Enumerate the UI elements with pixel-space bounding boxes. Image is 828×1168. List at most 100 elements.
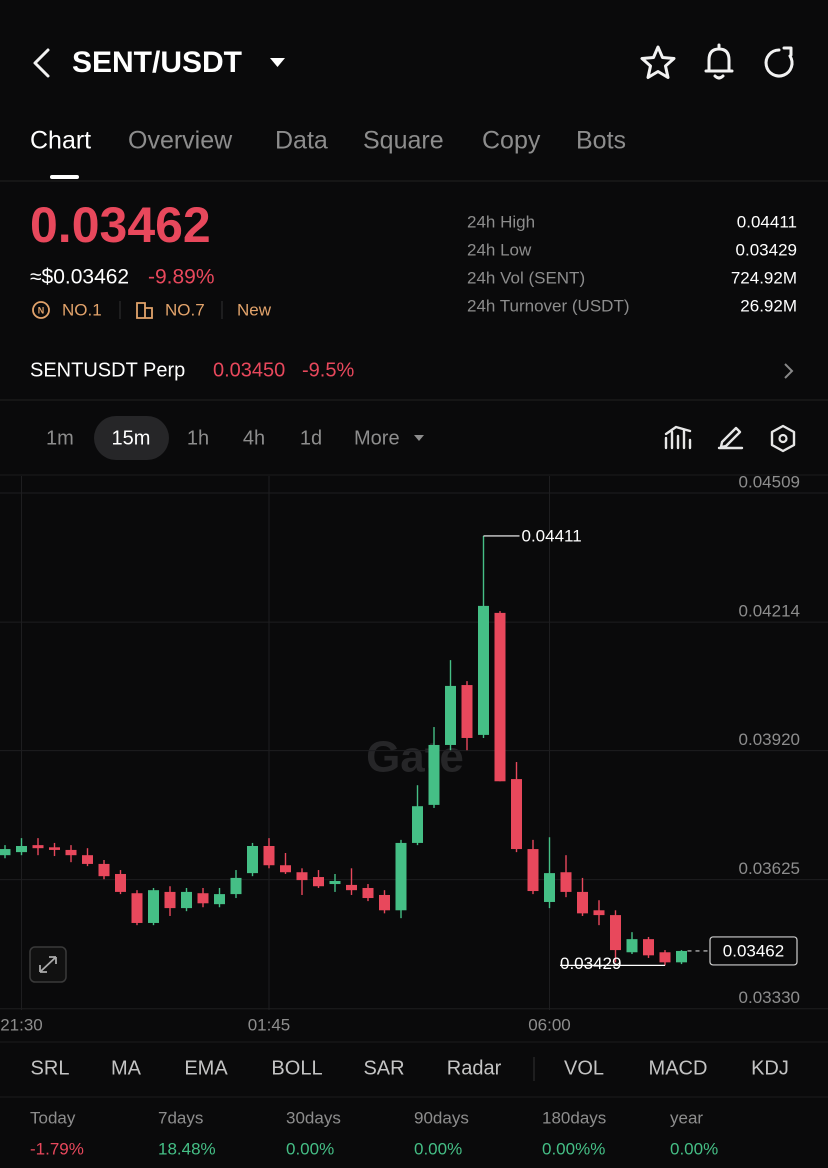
candle-body	[214, 894, 225, 905]
candle-body	[560, 872, 572, 892]
candle-body	[247, 845, 258, 874]
usd-price: ≈$0.03462	[30, 266, 129, 289]
period-label: Today	[30, 1108, 76, 1127]
tab[interactable]: Data	[275, 127, 328, 155]
tab[interactable]: Overview	[128, 127, 233, 155]
candle-body	[659, 952, 671, 963]
timeframe[interactable]: 1m	[46, 427, 74, 449]
timeframe[interactable]: 1d	[300, 427, 322, 449]
period-change: 0.00%	[414, 1139, 462, 1158]
tab[interactable]: Chart	[30, 127, 91, 155]
stat-value: 0.03429	[736, 240, 797, 259]
candle-body	[131, 893, 143, 923]
pair-dropdown[interactable]	[270, 58, 285, 67]
candle-body	[115, 873, 126, 892]
period-label: 180days	[542, 1108, 606, 1127]
candle-body	[329, 880, 341, 885]
candle-body	[445, 685, 456, 745]
price-change: -9.89%	[148, 266, 215, 289]
candle-body	[395, 842, 407, 911]
min-marker-label: 0.03429	[560, 954, 621, 973]
max-marker-label: 0.04411	[522, 526, 582, 545]
indicator[interactable]: MACD	[649, 1057, 708, 1079]
candle-body	[643, 939, 654, 956]
x-tick-label: 21:30	[0, 1015, 43, 1034]
period-label: 7days	[158, 1108, 203, 1127]
candle-body	[461, 685, 473, 738]
candle-body	[82, 855, 93, 864]
stat-label: 24h Low	[467, 240, 532, 259]
pair-title[interactable]: SENT/USDT	[72, 46, 242, 79]
refresh-icon[interactable]	[764, 46, 794, 78]
y-tick-label: 0.03330	[739, 988, 800, 1007]
expand-icon	[39, 956, 57, 973]
badge-icon	[136, 302, 153, 319]
last-price-box	[709, 936, 798, 966]
y-tick-label: 0.03920	[739, 730, 800, 749]
candle-body	[313, 877, 324, 887]
y-tick-label: 0.04509	[739, 473, 800, 492]
active-tab-indicator	[50, 175, 79, 179]
timeframe[interactable]: 15m	[112, 427, 151, 449]
candle-body	[577, 891, 588, 914]
candle-body	[230, 877, 242, 895]
more-dropdown[interactable]	[414, 435, 424, 441]
indicator[interactable]: EMA	[184, 1057, 228, 1079]
indicator[interactable]: SAR	[363, 1057, 404, 1079]
period-label: year	[670, 1108, 703, 1127]
candle-body	[98, 863, 110, 877]
stat-label: 24h High	[467, 212, 535, 231]
settings-icon[interactable]	[770, 424, 796, 453]
stat-label: 24h Turnover (USDT)	[467, 296, 630, 315]
candle-body	[197, 893, 209, 904]
favorite-icon[interactable]	[640, 45, 676, 79]
indicator[interactable]: Radar	[447, 1057, 502, 1079]
candle-body	[362, 887, 374, 899]
candle-body	[478, 605, 489, 735]
badge: New	[237, 300, 272, 319]
tab[interactable]: Copy	[482, 127, 541, 155]
stat-value: 0.04411	[737, 212, 797, 231]
y-tick-label: 0.04214	[739, 602, 800, 621]
indicator[interactable]: KDJ	[751, 1057, 789, 1079]
perp-price[interactable]: 0.03450	[213, 359, 285, 381]
candle-body	[379, 894, 390, 911]
x-tick-label: 01:45	[248, 1015, 291, 1034]
candle-body	[626, 939, 638, 953]
stat-value: 724.92M	[731, 268, 797, 287]
badge: NO.1	[62, 300, 102, 319]
perp-chevron[interactable]	[784, 363, 794, 379]
timeframe[interactable]: More	[354, 427, 400, 449]
period-label: 30days	[286, 1108, 341, 1127]
candle-body	[181, 891, 192, 909]
draw-icon[interactable]	[717, 426, 744, 450]
candle-body	[0, 849, 11, 856]
alert-icon[interactable]	[704, 43, 734, 80]
perp-change[interactable]: -9.5%	[302, 359, 354, 381]
candle-body	[346, 884, 357, 891]
indicator[interactable]: VOL	[564, 1057, 604, 1079]
badge: NO.7	[165, 300, 205, 319]
indicator[interactable]: BOLL	[271, 1057, 322, 1079]
last-price-label: 0.03462	[723, 941, 784, 960]
perp-name[interactable]: SENTUSDT Perp	[30, 359, 185, 381]
candle-body	[164, 891, 176, 909]
candle-body	[280, 865, 291, 873]
back-button[interactable]	[33, 48, 50, 78]
candle-body	[263, 845, 275, 866]
indicator[interactable]: MA	[111, 1057, 142, 1079]
candle-body	[428, 744, 440, 805]
period-change: -1.79%	[30, 1139, 84, 1158]
candle-body	[593, 910, 605, 916]
indicator[interactable]: SRL	[31, 1057, 70, 1079]
timeframe[interactable]: 4h	[243, 427, 265, 449]
indicator-icon[interactable]	[664, 425, 692, 450]
tab[interactable]: Bots	[576, 127, 626, 155]
candle-body	[676, 950, 687, 963]
candle-body	[296, 872, 308, 881]
badge-icon-glyph: N	[38, 305, 45, 315]
tab[interactable]: Square	[363, 127, 444, 155]
timeframe[interactable]: 1h	[187, 427, 209, 449]
